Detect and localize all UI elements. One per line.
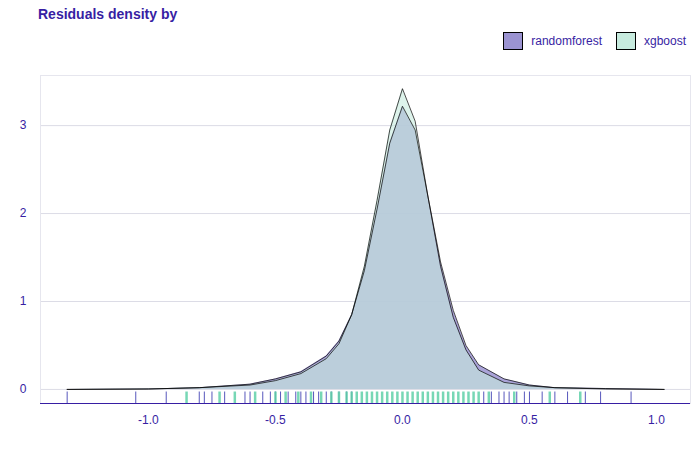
svg-text:-0.5: -0.5 bbox=[265, 413, 286, 427]
svg-text:1.0: 1.0 bbox=[648, 413, 665, 427]
html-text:xgboost: xgboost bbox=[644, 34, 686, 48]
html-text:Residuals density by: Residuals density by bbox=[38, 6, 178, 22]
svg-text:2: 2 bbox=[20, 206, 27, 220]
svg-text:3: 3 bbox=[20, 118, 27, 132]
svg-text:0.0: 0.0 bbox=[394, 413, 411, 427]
svg-text:0: 0 bbox=[20, 382, 27, 396]
svg-text:0.5: 0.5 bbox=[521, 413, 538, 427]
html-text:randomforest: randomforest bbox=[531, 34, 602, 48]
svg-text:1: 1 bbox=[20, 294, 27, 308]
svg-text:-1.0: -1.0 bbox=[138, 413, 159, 427]
